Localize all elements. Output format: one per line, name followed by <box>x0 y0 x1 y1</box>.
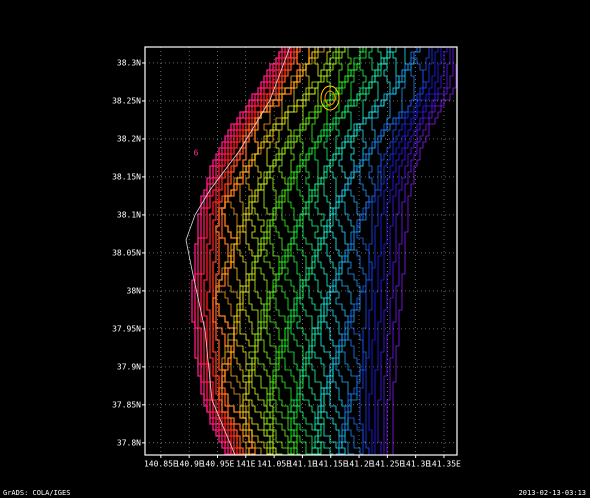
contour-line <box>254 47 346 455</box>
x-tick-label: 141.3E <box>401 460 430 469</box>
coastline <box>185 47 291 455</box>
y-tick-label: 37.95N <box>112 324 141 333</box>
y-tick-label: 38.1N <box>117 210 141 219</box>
x-tick-label: 141.2E <box>345 460 374 469</box>
plot-frame <box>144 46 458 456</box>
contour-line <box>359 47 430 455</box>
x-tick-label: 141.05E <box>257 460 291 469</box>
y-tick-label: 38N <box>127 286 142 295</box>
footer-right: 2013-02-13-03:13 <box>519 489 586 497</box>
x-tick-label: 140.85E <box>144 460 178 469</box>
contour-line <box>275 47 367 455</box>
y-tick-label: 38.15N <box>112 172 141 181</box>
x-tick-label: 141.1E <box>288 460 317 469</box>
x-tick-label: 140.9E <box>175 460 204 469</box>
contour-line <box>365 47 433 455</box>
contour-loop <box>320 85 340 111</box>
contour-label: 6 <box>194 149 199 158</box>
contour-line <box>392 63 457 455</box>
contour-line <box>368 47 439 455</box>
y-tick-label: 38.25N <box>112 96 141 105</box>
footer-left: GrADS: COLA/IGES <box>3 489 70 497</box>
contour-label: 1 <box>288 51 293 60</box>
contour-line <box>383 47 451 455</box>
y-tick-label: 38.2N <box>117 134 141 143</box>
y-tick-label: 37.8N <box>117 438 141 447</box>
contour-line <box>386 47 454 455</box>
y-tick-label: 37.9N <box>117 362 141 371</box>
x-tick-label: 141.35E <box>427 460 461 469</box>
x-tick-label: 141.15E <box>314 460 348 469</box>
contour-line <box>377 47 448 455</box>
x-tick-label: 140.95E <box>201 460 235 469</box>
x-tick-label: 141.25E <box>370 460 404 469</box>
y-tick-label: 38.3N <box>117 58 141 67</box>
x-tick-label: 141E <box>236 460 255 469</box>
contour-loop <box>324 90 336 106</box>
y-tick-label: 38.05N <box>112 248 141 257</box>
y-tick-label: 37.85N <box>112 400 141 409</box>
